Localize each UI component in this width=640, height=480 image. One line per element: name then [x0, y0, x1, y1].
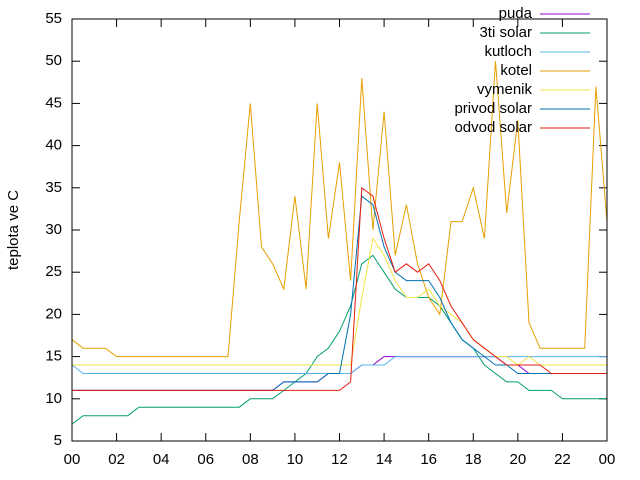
- series-line: [72, 195, 607, 391]
- x-tick-label: 00: [599, 451, 616, 468]
- x-tick-label: 08: [242, 451, 259, 468]
- legend-label: kotel: [500, 62, 532, 79]
- x-tick-label: 16: [420, 451, 437, 468]
- legend-label: puda: [499, 5, 533, 22]
- y-tick-label: 5: [54, 432, 62, 449]
- x-tick-label: 02: [108, 451, 125, 468]
- series-line: [72, 186, 607, 391]
- x-tick-label: 06: [197, 451, 214, 468]
- y-tick-label: 15: [45, 348, 62, 365]
- x-tick-label: 22: [554, 451, 571, 468]
- series-line: [72, 237, 607, 366]
- y-tick-label: 20: [45, 305, 62, 322]
- y-tick-label: 40: [45, 137, 62, 154]
- y-tick-label: 50: [45, 52, 62, 69]
- legend-label: kutloch: [484, 43, 532, 60]
- series-line: [71, 254, 607, 425]
- series-line: [71, 61, 608, 358]
- legend-label: vymenik: [477, 81, 533, 98]
- x-tick-label: 04: [153, 451, 170, 468]
- y-tick-label: 55: [45, 10, 62, 27]
- y-axis-label: teplota ve C: [5, 190, 22, 270]
- x-tick-label: 10: [287, 451, 304, 468]
- x-tick-label: 14: [376, 451, 393, 468]
- x-tick-label: 12: [331, 451, 348, 468]
- y-tick-label: 25: [45, 263, 62, 280]
- plot-frame: [71, 18, 608, 442]
- y-tick-label: 35: [45, 179, 62, 196]
- legend-label: privod solar: [454, 100, 532, 117]
- x-tick-label: 00: [64, 451, 81, 468]
- y-tick-label: 30: [45, 221, 62, 238]
- x-tick-label: 20: [509, 451, 526, 468]
- legend-label: odvod solar: [454, 119, 532, 136]
- x-tick-label: 18: [465, 451, 482, 468]
- y-tick-label: 45: [45, 94, 62, 111]
- y-tick-label: 10: [45, 390, 62, 407]
- legend-label: 3ti solar: [479, 24, 532, 41]
